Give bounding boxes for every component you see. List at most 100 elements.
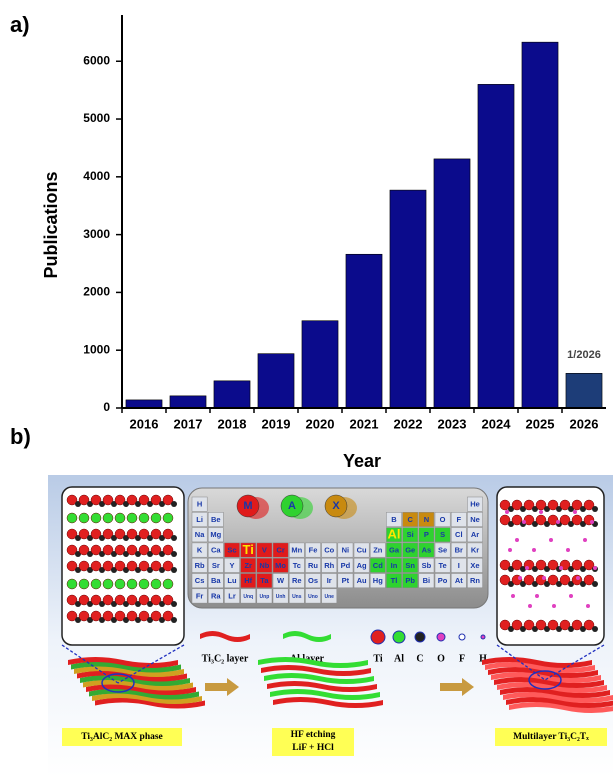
element-cell	[386, 542, 402, 558]
atom	[571, 514, 583, 526]
element-symbol: Li	[196, 515, 203, 524]
y-tick-label: 3000	[83, 227, 110, 241]
element-cell	[256, 573, 273, 589]
max-ball	[280, 494, 304, 518]
element-symbol: Be	[211, 515, 221, 524]
element-symbol: Ni	[342, 546, 350, 555]
atom	[78, 594, 90, 606]
atom	[171, 617, 177, 623]
x-tick-label: 2019	[262, 416, 291, 431]
step-label: HF etching	[291, 730, 336, 740]
atom	[523, 574, 535, 586]
element-cell	[467, 512, 483, 527]
zoom-circle	[528, 670, 562, 690]
atom	[66, 544, 78, 556]
element-symbol: Rn	[470, 576, 480, 585]
element-symbol: C	[407, 515, 413, 524]
slab-layer	[74, 666, 184, 677]
element-cell	[402, 573, 419, 589]
step-label: Ti₃AlC₂ MAX phase	[81, 732, 163, 742]
atom	[78, 560, 90, 572]
atom	[162, 594, 174, 606]
element-symbol: Cu	[357, 546, 367, 555]
atom	[90, 544, 102, 556]
atom	[138, 512, 150, 524]
element-symbol: Hg	[373, 576, 383, 585]
atom	[499, 499, 511, 511]
element-symbol: Fe	[309, 546, 318, 555]
element-cell	[353, 573, 370, 589]
atom	[78, 528, 90, 540]
element-symbol: Mn	[291, 546, 302, 555]
atom-label: Ti	[373, 653, 382, 664]
element-cell	[207, 588, 224, 604]
element-cell	[305, 588, 321, 604]
element-symbol: Unq	[243, 594, 253, 600]
element-cell	[369, 573, 386, 589]
atom-h	[576, 576, 580, 580]
atom	[138, 494, 150, 506]
atom	[66, 528, 78, 540]
atom	[171, 601, 177, 607]
element-symbol: Te	[438, 561, 446, 570]
x-tick-label: 2021	[350, 416, 379, 431]
atom-h	[539, 510, 543, 514]
layer-icon	[200, 631, 250, 642]
atom	[78, 578, 90, 590]
atom-h	[515, 538, 519, 542]
element-symbol: Re	[292, 576, 302, 585]
slab-layer	[267, 681, 377, 692]
atom	[592, 581, 598, 587]
element-symbol: F	[457, 515, 462, 524]
bar	[389, 189, 427, 409]
element-symbol: Uns	[292, 594, 302, 600]
atom	[511, 514, 523, 526]
element-symbol: Sr	[212, 561, 220, 570]
atom	[547, 619, 559, 631]
atom	[547, 574, 559, 586]
element-symbol: Na	[195, 530, 205, 539]
element-cell	[305, 557, 321, 573]
atom-h	[593, 566, 597, 570]
bar	[257, 353, 295, 409]
bar	[433, 158, 471, 409]
atom	[66, 578, 78, 590]
element-cell	[272, 573, 289, 589]
element-cell	[288, 573, 305, 589]
zoom-line	[117, 644, 185, 684]
element-symbol: Os	[308, 576, 318, 585]
atom	[571, 559, 583, 571]
atom	[535, 559, 547, 571]
atom	[162, 512, 174, 524]
element-cell	[256, 542, 273, 558]
arrow	[205, 678, 239, 696]
slab-layer	[273, 697, 383, 708]
element-cell	[288, 557, 305, 573]
max-ball	[236, 494, 260, 518]
element-symbol: Unp	[260, 594, 270, 600]
element-symbol: Ga	[389, 546, 400, 555]
atom	[499, 574, 511, 586]
element-cell	[402, 527, 419, 543]
atom	[114, 528, 126, 540]
element-cell	[467, 573, 483, 589]
atom	[138, 560, 150, 572]
element-symbol: O	[440, 515, 446, 524]
slab-layer	[270, 689, 380, 700]
element-symbol: Po	[438, 576, 448, 585]
atom	[571, 619, 583, 631]
slab-layer	[485, 662, 595, 673]
atom	[162, 610, 174, 622]
zoom-line	[61, 644, 119, 684]
atom	[90, 512, 102, 524]
atom	[559, 574, 571, 586]
atom	[162, 494, 174, 506]
bar	[565, 373, 603, 409]
y-tick-label: 0	[103, 400, 110, 414]
atom	[171, 535, 177, 541]
x-axis-title: Year	[343, 451, 381, 471]
element-symbol: Rb	[195, 561, 205, 570]
element-cell	[224, 542, 240, 558]
element-symbol: Nb	[259, 561, 269, 570]
element-symbol: Pd	[341, 561, 351, 570]
